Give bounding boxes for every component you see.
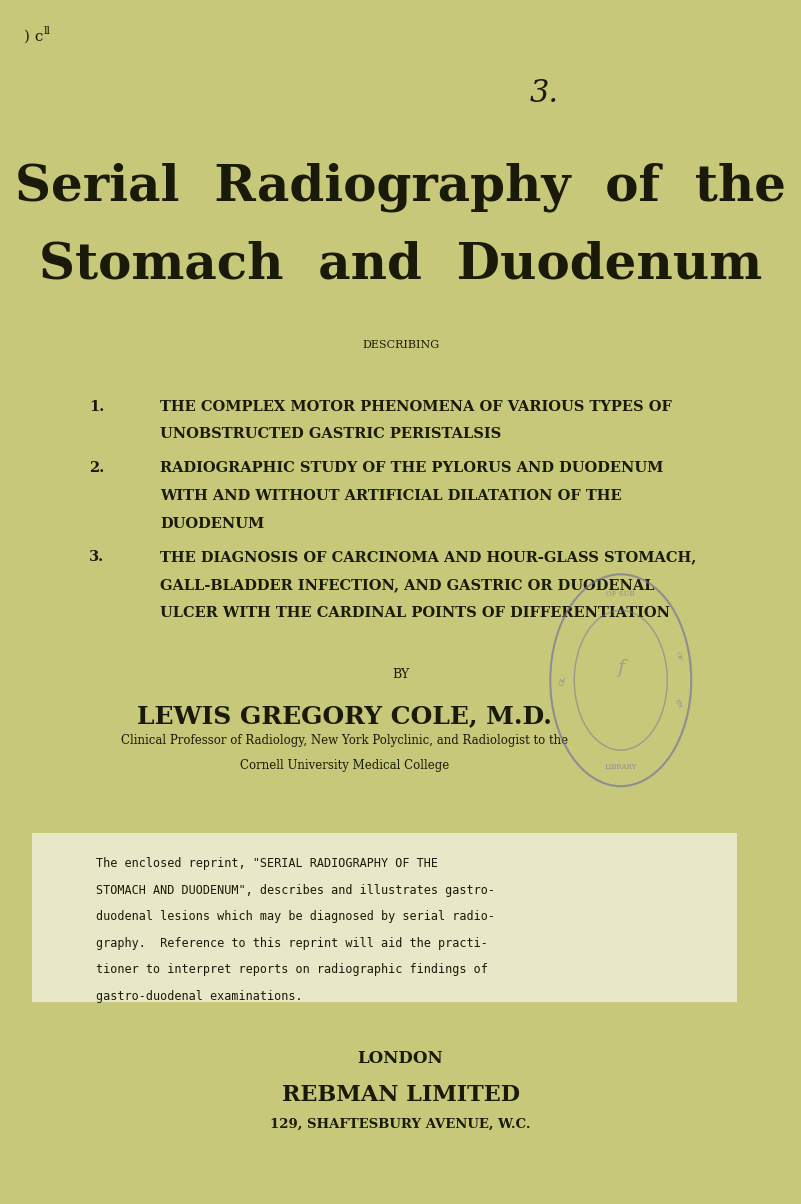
Text: tioner to interpret reports on radiographic findings of: tioner to interpret reports on radiograp…: [96, 963, 488, 976]
Text: graphy.  Reference to this reprint will aid the practi-: graphy. Reference to this reprint will a…: [96, 937, 488, 950]
Text: gastro-duodenal examinations.: gastro-duodenal examinations.: [96, 990, 303, 1003]
Text: 2.: 2.: [89, 461, 104, 476]
Text: GL: GL: [558, 674, 568, 686]
Text: duodenal lesions which may be diagnosed by serial radio-: duodenal lesions which may be diagnosed …: [96, 910, 495, 923]
Text: BY: BY: [392, 668, 409, 681]
Text: LONDON: LONDON: [358, 1050, 443, 1067]
Text: ll: ll: [44, 26, 51, 36]
Text: Serial  Radiography  of  the: Serial Radiography of the: [15, 163, 786, 212]
Text: THE COMPLEX MOTOR PHENOMENA OF VARIOUS TYPES OF: THE COMPLEX MOTOR PHENOMENA OF VARIOUS T…: [160, 400, 672, 414]
Text: 3.: 3.: [89, 550, 104, 565]
Text: DESCRIBING: DESCRIBING: [362, 340, 439, 349]
Text: The enclosed reprint, "SERIAL RADIOGRAPHY OF THE: The enclosed reprint, "SERIAL RADIOGRAPH…: [96, 857, 438, 870]
Text: 3.: 3.: [530, 78, 559, 110]
Text: THE DIAGNOSIS OF CARCINOMA AND HOUR-GLASS STOMACH,: THE DIAGNOSIS OF CARCINOMA AND HOUR-GLAS…: [160, 550, 696, 565]
Text: 129, SHAFTESBURY AVENUE, W.C.: 129, SHAFTESBURY AVENUE, W.C.: [270, 1117, 531, 1131]
Text: OF SUR: OF SUR: [606, 590, 635, 597]
Text: DUODENUM: DUODENUM: [160, 517, 264, 531]
Text: OF: OF: [674, 651, 682, 661]
Text: UNOBSTRUCTED GASTRIC PERISTALSIS: UNOBSTRUCTED GASTRIC PERISTALSIS: [160, 427, 501, 442]
Text: LEWIS GREGORY COLE, M.D.: LEWIS GREGORY COLE, M.D.: [137, 704, 552, 728]
Text: 1.: 1.: [89, 400, 104, 414]
Text: f: f: [617, 660, 625, 677]
Text: ULCER WITH THE CARDINAL POINTS OF DIFFERENTIATION: ULCER WITH THE CARDINAL POINTS OF DIFFER…: [160, 606, 670, 620]
Text: Clinical Professor of Radiology, New York Polyclinic, and Radiologist to the: Clinical Professor of Radiology, New Yor…: [121, 734, 568, 748]
Text: ) c: ) c: [24, 30, 43, 45]
Text: EN: EN: [674, 698, 682, 710]
Text: GALL-BLADDER INFECTION, AND GASTRIC OR DUODENAL: GALL-BLADDER INFECTION, AND GASTRIC OR D…: [160, 578, 654, 592]
Text: Stomach  and  Duodenum: Stomach and Duodenum: [39, 241, 762, 290]
Text: WITH AND WITHOUT ARTIFICIAL DILATATION OF THE: WITH AND WITHOUT ARTIFICIAL DILATATION O…: [160, 489, 622, 503]
Text: RADIOGRAPHIC STUDY OF THE PYLORUS AND DUODENUM: RADIOGRAPHIC STUDY OF THE PYLORUS AND DU…: [160, 461, 663, 476]
Text: STOMACH AND DUODENUM", describes and illustrates gastro-: STOMACH AND DUODENUM", describes and ill…: [96, 884, 495, 897]
Text: Cornell University Medical College: Cornell University Medical College: [239, 759, 449, 772]
Bar: [32, 833, 737, 1002]
Text: REBMAN LIMITED: REBMAN LIMITED: [281, 1084, 520, 1105]
Text: LIBRARY: LIBRARY: [605, 763, 637, 771]
